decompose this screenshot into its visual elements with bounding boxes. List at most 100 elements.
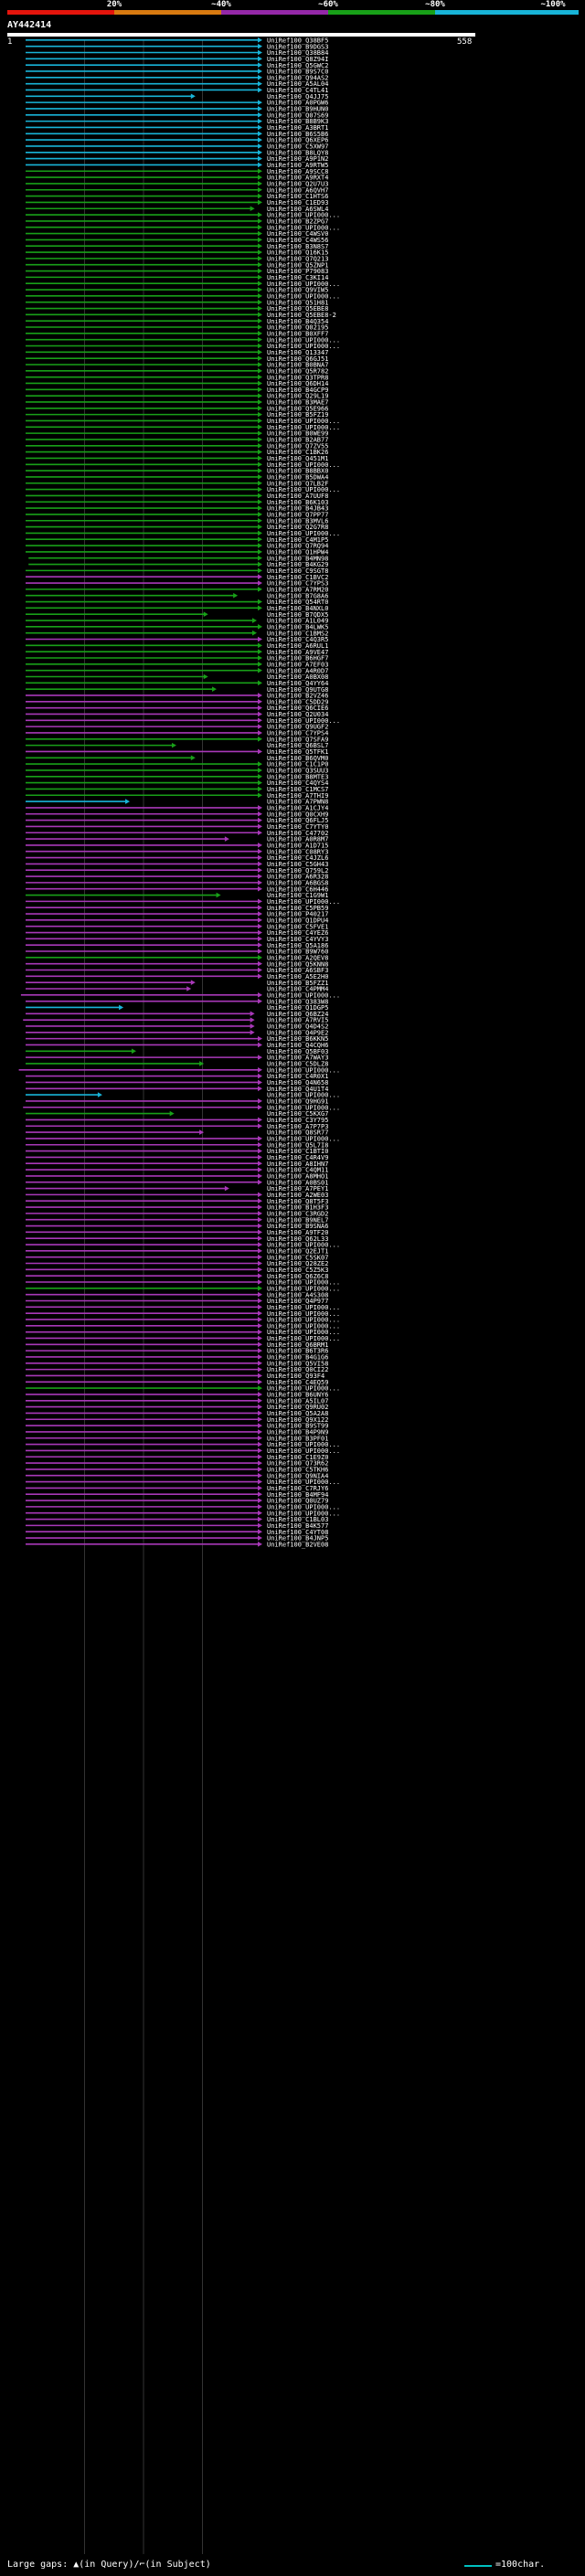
hit-label: UniRef100_Q93F4 [267,1373,324,1380]
hit-arrow [258,1223,262,1229]
hit-arrow [258,268,262,274]
hit-arrow [258,1192,262,1198]
hit-label: UniRef100_A4R0D7 [267,667,328,674]
hit-label: UniRef100_A9SCC8 [267,168,328,175]
hit-arrow [258,349,262,355]
hit-arrow [258,667,262,673]
hit-arrow [258,949,262,954]
hit-arrow [258,1079,262,1086]
hit-label: UniRef100_Q9UTG8 [267,686,328,694]
hit-arrow [258,1173,262,1179]
hit-row-175: UniRef100_A7P7P3 [26,1123,328,1130]
hit-row-170: UniRef100_UPI000... [26,1092,340,1099]
hit-row-214: UniRef100_Q0CI22 [26,1366,328,1373]
hit-label: UniRef100_B3N8S7 [267,243,328,250]
hit-row-221: UniRef100_Q5A2A8 [26,1410,328,1417]
hit-arrow [258,1435,262,1441]
hit-arrow [258,567,262,574]
hit-row-82: UniRef100_Q7RQ94 [26,543,328,550]
hit-row-173: UniRef100_C5KXG7 [26,1110,328,1118]
hit-label: UniRef100_Q5L7I8 [267,1141,328,1149]
hit-label: UniRef100_Q0CXH9 [267,811,328,818]
hit-row-179: UniRef100_C1BTI0 [26,1148,328,1155]
hit-label: UniRef100_C4PMM4 [267,986,328,993]
hit-row-177: UniRef100_UPI000... [26,1136,340,1143]
hit-label: UniRef100_B8MTE3 [267,773,328,780]
hit-row-18: UniRef100_C5XW97 [26,143,328,151]
hit-label: UniRef100_Q7SFA9 [267,736,328,743]
hit-arrow [258,1167,262,1172]
hit-row-22: UniRef100_A9SCC8 [26,168,328,175]
query-start-label: 1 [7,37,13,47]
scale-bar-orange [114,10,221,15]
hit-arrow [258,655,262,661]
hit-arrow [258,149,262,155]
hit-label: UniRef100_C3Y795 [267,1117,328,1124]
hit-row-96: UniRef100_C1BMS2 [26,630,328,637]
hit-arrow [258,69,262,74]
hit-arrow [258,1447,262,1454]
hit-row-219: UniRef100_A5IL07 [26,1397,328,1405]
hit-label: UniRef100_A6BGS8 [267,879,328,886]
hit-label: UniRef100_Q5VI58 [267,1360,328,1367]
hit-label: UniRef100_Q1HPW4 [267,548,328,556]
hit-arrow [258,324,262,330]
hit-row-229: UniRef100_Q73R62 [26,1460,328,1468]
hit-label: UniRef100_Q6XEP6 [267,137,328,144]
hit-label: UniRef100_B9ST99 [267,1423,328,1430]
hit-label: UniRef100_Q9VIW5 [267,287,328,294]
hit-arrow [258,199,262,206]
hit-label: UniRef100_Q38BF5 [267,37,328,44]
hit-arrow [258,1254,262,1260]
hit-arrow [258,1161,262,1167]
hit-row-78: UniRef100_B3MVL6 [26,517,328,525]
hit-row-241: UniRef100_B4JNP5 [26,1535,328,1542]
scale-bar-red [7,10,114,15]
hit-arrow [258,680,262,686]
hit-arrow [258,343,262,349]
hit-row-236: UniRef100_UPI000... [26,1503,340,1511]
hit-label: UniRef100_UPI000... [267,212,340,219]
hit-label: UniRef100_B6S5B6 [267,131,328,138]
hit-row-40: UniRef100_UPI000... [26,281,340,288]
hit-arrow [258,1348,262,1353]
hit-label: UniRef100_Q1DPU4 [267,917,328,924]
hit-arrow [258,1335,262,1341]
hit-row-220: UniRef100_Q9RU02 [26,1404,328,1411]
hit-label: UniRef100_A5E2H0 [267,973,328,981]
hit-label: UniRef100_C7RJY6 [267,1485,328,1492]
query-sequence-bar [7,33,475,37]
hit-row-60: UniRef100_Q5E966 [26,405,328,412]
hit-arrow [258,380,262,387]
hit-label: UniRef100_A1D715 [267,843,328,850]
hit-arrow [258,1429,262,1435]
hit-row-222: UniRef100_Q9X122 [26,1416,328,1424]
hit-row-70: UniRef100_B8BBX0 [26,468,328,475]
hit-label: UniRef100_C3RGD2 [267,1210,328,1217]
hit-row-65: UniRef100_B2AB77 [26,437,328,444]
hit-arrow [258,505,262,511]
hit-row-91: UniRef100_Q54RT0 [26,599,328,606]
hit-arrow [258,131,262,137]
hit-label: UniRef100_A7P7P3 [267,1123,328,1130]
hit-row-153: UniRef100_C4PMM4 [26,986,328,993]
hit-label: UniRef100_B6UNY6 [267,1392,328,1399]
hit-row-159: UniRef100_Q4D4S2 [26,1023,328,1031]
hit-label: UniRef100_UPI000... [267,1385,340,1393]
hit-row-88: UniRef100_C7YPS3 [26,580,328,588]
hit-row-213: UniRef100_Q5VI58 [26,1360,328,1367]
hit-arrow [258,1279,262,1285]
hit-arrow [258,336,262,343]
hit-arrow [258,468,262,473]
hit-label: UniRef100_C5TKH6 [267,1467,328,1474]
hit-label: UniRef100_B7G8A6 [267,592,328,599]
hit-label: UniRef100_Q2G7R8 [267,524,328,531]
hit-row-183: UniRef100_A8MHO1 [26,1172,328,1180]
hit-arrow [258,56,262,62]
hit-row-5: UniRef100_Q5GWC2 [26,62,328,69]
hit-label: UniRef100_B2VZ46 [267,693,328,700]
hit-arrow [258,406,262,411]
hit-label: UniRef100_C1BK26 [267,449,328,456]
legend-footer: Large gaps: ▲(in Query)/⌐(in Subject) =1… [7,2560,579,2572]
hit-arrow [258,1360,262,1366]
